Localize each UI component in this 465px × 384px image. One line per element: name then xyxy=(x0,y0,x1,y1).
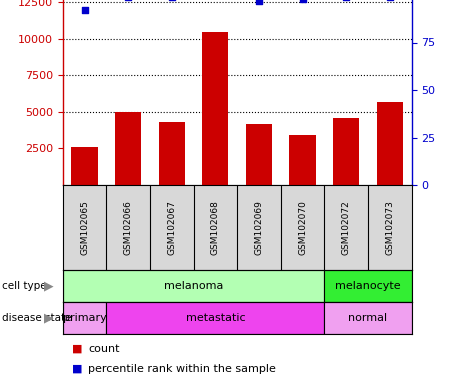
Point xyxy=(299,0,306,2)
Text: metastatic: metastatic xyxy=(186,313,245,323)
Text: count: count xyxy=(88,344,120,354)
Text: normal: normal xyxy=(348,313,387,323)
Text: GSM102065: GSM102065 xyxy=(80,200,89,255)
Text: ■: ■ xyxy=(72,344,83,354)
Text: disease state: disease state xyxy=(2,313,72,323)
Text: GSM102068: GSM102068 xyxy=(211,200,220,255)
Text: ■: ■ xyxy=(72,364,83,374)
Text: melanoma: melanoma xyxy=(164,281,223,291)
Bar xyxy=(289,135,316,185)
Text: GSM102067: GSM102067 xyxy=(167,200,176,255)
Bar xyxy=(377,102,403,185)
Point xyxy=(81,7,88,13)
Text: GSM102070: GSM102070 xyxy=(298,200,307,255)
Bar xyxy=(115,112,141,185)
Text: ▶: ▶ xyxy=(44,280,53,293)
Text: primary: primary xyxy=(63,313,106,323)
Bar xyxy=(333,118,359,185)
Text: percentile rank within the sample: percentile rank within the sample xyxy=(88,364,276,374)
Bar xyxy=(72,147,98,185)
Bar xyxy=(324,302,412,334)
Text: melanocyte: melanocyte xyxy=(335,281,401,291)
Point xyxy=(255,0,263,4)
Bar xyxy=(202,31,228,185)
Text: GSM102069: GSM102069 xyxy=(254,200,264,255)
Text: GSM102066: GSM102066 xyxy=(124,200,133,255)
Bar xyxy=(63,270,324,302)
Bar xyxy=(159,122,185,185)
Text: GSM102073: GSM102073 xyxy=(385,200,394,255)
Bar xyxy=(63,302,106,334)
Bar xyxy=(324,270,412,302)
Bar xyxy=(246,124,272,185)
Text: ▶: ▶ xyxy=(44,311,53,324)
Bar xyxy=(106,302,324,334)
Text: GSM102072: GSM102072 xyxy=(342,200,351,255)
Text: cell type: cell type xyxy=(2,281,47,291)
